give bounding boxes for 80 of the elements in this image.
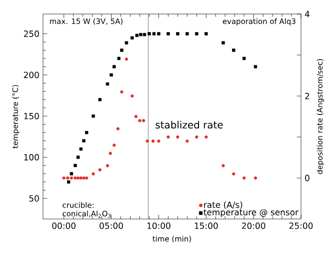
y-tick-label: 50 — [29, 195, 39, 202]
point — [108, 152, 112, 155]
point — [204, 135, 208, 139]
point — [146, 140, 149, 143]
point — [120, 48, 124, 52]
point — [138, 119, 142, 122]
point — [242, 176, 246, 180]
point — [254, 176, 258, 180]
point — [117, 56, 120, 60]
point — [92, 114, 95, 118]
x-tick-label: 00:00 — [52, 222, 76, 229]
point — [79, 176, 83, 180]
point — [232, 48, 236, 52]
point — [70, 172, 74, 176]
point — [139, 32, 142, 36]
point — [195, 32, 198, 36]
x-tick-label: 05:00 — [100, 222, 123, 229]
point — [112, 144, 116, 147]
point — [254, 65, 258, 68]
y-tick-label: 200 — [24, 72, 39, 78]
y-tick-label: 250 — [24, 30, 39, 37]
point — [232, 172, 236, 176]
point — [98, 98, 102, 102]
x-tick-label: 10:00 — [147, 222, 170, 229]
x-tick-label: 15:00 — [194, 222, 218, 229]
point — [110, 73, 113, 77]
point — [79, 147, 83, 151]
point — [148, 32, 151, 36]
point — [166, 135, 170, 139]
point — [98, 168, 102, 172]
point — [85, 176, 88, 180]
point — [176, 135, 180, 139]
point — [116, 127, 120, 130]
x-tick-label: 20:00 — [242, 222, 266, 229]
point — [76, 176, 80, 180]
point — [186, 140, 189, 143]
point — [135, 34, 138, 37]
x-tick-label: 25:00 — [289, 222, 313, 229]
point — [142, 32, 146, 36]
point — [134, 114, 138, 118]
point — [92, 172, 95, 176]
point — [74, 164, 77, 168]
point — [112, 65, 116, 68]
point — [130, 36, 134, 40]
point — [82, 176, 86, 180]
point — [242, 56, 246, 60]
point — [166, 32, 170, 36]
y-tick-label: 100 — [24, 154, 39, 160]
point — [70, 176, 74, 180]
point — [67, 180, 70, 184]
point — [142, 119, 146, 122]
point — [222, 164, 225, 168]
point — [124, 58, 128, 61]
point — [82, 139, 86, 142]
point — [76, 156, 80, 159]
point — [195, 135, 198, 139]
point — [62, 176, 66, 180]
point — [151, 140, 155, 143]
point — [74, 176, 77, 180]
y2-tick-label: 4 — [304, 10, 310, 18]
point — [130, 94, 134, 98]
point — [186, 32, 189, 36]
point — [66, 176, 70, 180]
point — [222, 41, 225, 44]
y2-tick-label: 2 — [305, 92, 310, 100]
point — [176, 32, 180, 36]
legend-label: temperature @ sensor — [204, 209, 299, 218]
point — [157, 32, 160, 36]
annotation: stablized rate — [156, 120, 223, 129]
point — [85, 130, 88, 134]
point — [124, 41, 128, 44]
point — [106, 164, 110, 168]
point — [152, 32, 156, 36]
point — [157, 140, 160, 143]
point — [106, 82, 110, 86]
legend-label: rate (A/s) — [204, 201, 242, 209]
y-tick-label: 150 — [24, 112, 39, 120]
point — [204, 32, 208, 36]
y2-tick-label: 0 — [305, 174, 310, 182]
point — [120, 90, 124, 94]
